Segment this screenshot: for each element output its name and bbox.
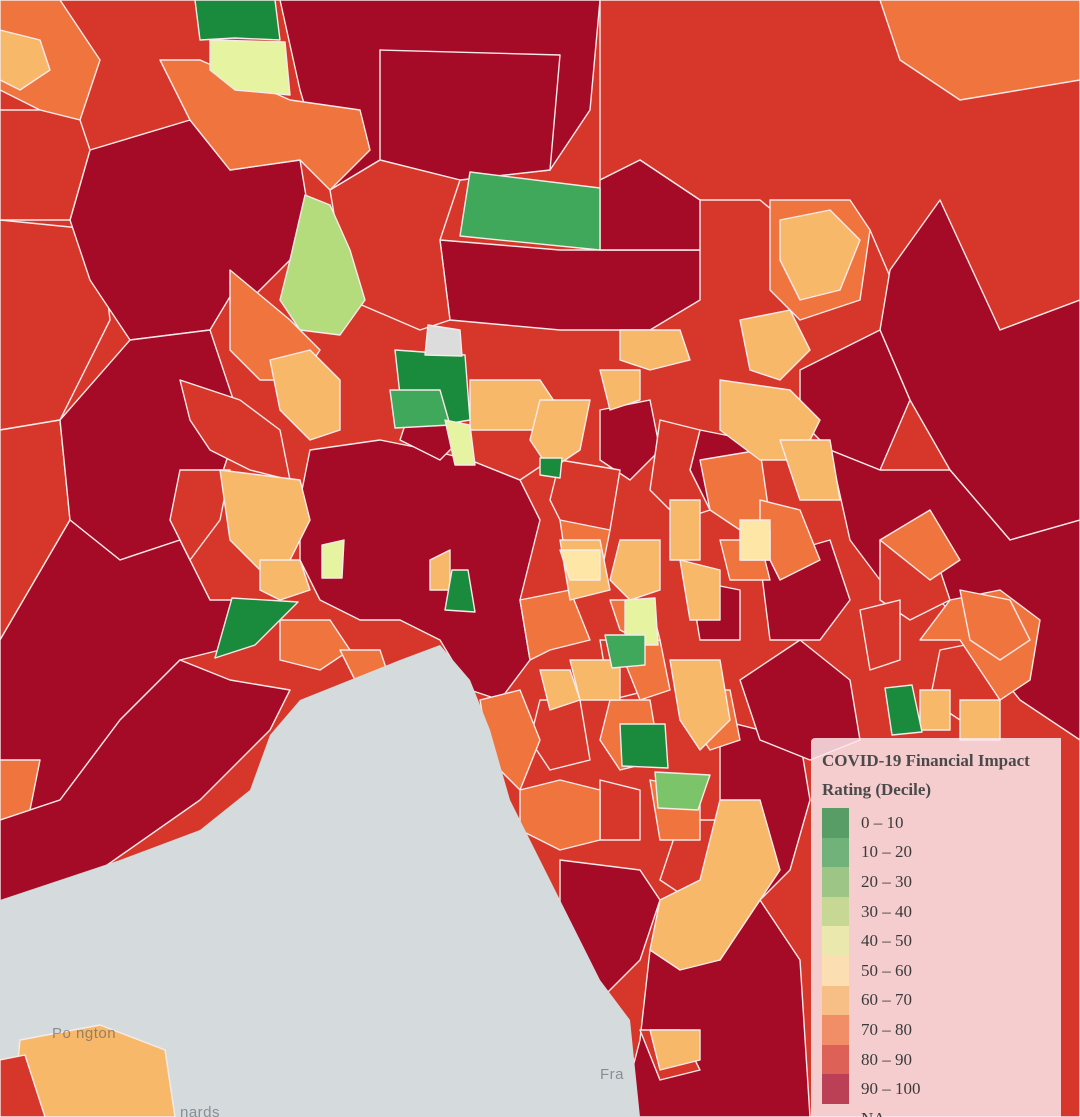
- map-legend: COVID-19 Financial Impact Rating (Decile…: [811, 738, 1061, 1117]
- suburb-region[interactable]: [649, 799, 781, 971]
- legend-item: 80 – 90: [822, 1044, 1051, 1075]
- suburb-region[interactable]: [599, 779, 641, 841]
- legend-title: COVID-19 Financial Impact Rating (Decile…: [822, 751, 1030, 799]
- legend-items: 0 – 10 10 – 20 20 – 30 30 – 40 40 – 50 50 – 6…: [822, 808, 1051, 1117]
- suburb-region[interactable]: [379, 49, 561, 181]
- legend-item: 40 – 50: [822, 926, 1051, 956]
- legend-label: 50 – 60: [861, 960, 912, 980]
- suburb-region[interactable]: [604, 634, 646, 669]
- suburb-region[interactable]: [624, 597, 659, 646]
- legend-label: 10 – 20: [861, 842, 912, 862]
- suburb-region[interactable]: [194, 0, 281, 41]
- suburb-region[interactable]: [649, 1029, 701, 1071]
- suburb-region[interactable]: [859, 599, 901, 671]
- suburb-region[interactable]: [279, 619, 351, 671]
- suburb-region[interactable]: [259, 559, 311, 601]
- legend-label: 0 – 10: [861, 812, 904, 832]
- suburb-region[interactable]: [959, 589, 1031, 661]
- suburb-region[interactable]: [669, 659, 731, 751]
- legend-swatch: [822, 867, 849, 897]
- suburb-region[interactable]: [269, 349, 341, 441]
- suburb-region[interactable]: [0, 29, 51, 91]
- legend-label: NA: [861, 1109, 886, 1117]
- legend-swatch: [822, 1074, 849, 1104]
- legend-item: 90 – 100: [822, 1074, 1051, 1104]
- legend-label: 90 – 100: [861, 1079, 921, 1099]
- suburb-region[interactable]: [599, 399, 661, 481]
- suburb-region[interactable]: [779, 439, 841, 501]
- suburb-region[interactable]: [879, 509, 961, 581]
- basemap-label-frankston: Fra: [600, 1066, 624, 1083]
- legend-label: 60 – 70: [861, 990, 912, 1010]
- suburb-region[interactable]: [459, 171, 601, 251]
- suburb-region[interactable]: [539, 457, 563, 479]
- suburb-region[interactable]: [669, 499, 701, 561]
- legend-item: 30 – 40: [822, 896, 1051, 927]
- suburb-region[interactable]: [654, 771, 711, 811]
- legend-item: 20 – 30: [822, 867, 1051, 897]
- legend-label: 80 – 90: [861, 1049, 912, 1069]
- suburb-region[interactable]: [619, 329, 691, 371]
- suburb-region[interactable]: [539, 669, 581, 711]
- suburb-region[interactable]: [0, 759, 41, 821]
- suburb-region[interactable]: [569, 659, 621, 701]
- legend-label: 20 – 30: [861, 871, 912, 891]
- suburb-region[interactable]: [739, 309, 811, 381]
- suburb-region[interactable]: [609, 539, 661, 601]
- legend-item: NA: [822, 1104, 1051, 1117]
- basemap-label-st-leonards: nards: [180, 1104, 221, 1117]
- suburb-region[interactable]: [599, 369, 641, 411]
- suburb-region[interactable]: [424, 324, 463, 357]
- suburb-region[interactable]: [444, 419, 476, 466]
- legend-label: 30 – 40: [861, 901, 912, 921]
- suburb-region[interactable]: [959, 699, 1001, 741]
- suburb-region[interactable]: [739, 519, 771, 561]
- suburb-region[interactable]: [209, 39, 291, 96]
- legend-item: 10 – 20: [822, 837, 1051, 868]
- suburb-region[interactable]: [519, 589, 591, 661]
- legend-label: 40 – 50: [861, 931, 912, 951]
- suburb-region[interactable]: [179, 379, 291, 481]
- suburb-region[interactable]: [321, 539, 345, 579]
- legend-swatch: [822, 1044, 849, 1075]
- suburb-region[interactable]: [879, 0, 1080, 101]
- suburb-region[interactable]: [0, 1054, 46, 1117]
- legend-item: 0 – 10: [822, 808, 1051, 838]
- legend-swatch: [822, 926, 849, 956]
- legend-swatch: [822, 955, 849, 986]
- basemap-label-portarlington: Po ngton: [52, 1025, 117, 1042]
- suburb-region[interactable]: [919, 689, 951, 731]
- suburb-region[interactable]: [444, 569, 476, 613]
- suburb-region[interactable]: [679, 559, 721, 621]
- suburb-region[interactable]: [619, 723, 669, 769]
- suburb-region[interactable]: [779, 209, 861, 301]
- suburb-region[interactable]: [214, 597, 299, 659]
- suburb-region[interactable]: [389, 389, 451, 429]
- legend-label: 70 – 80: [861, 1019, 912, 1039]
- suburb-region[interactable]: [439, 239, 701, 331]
- suburb-region[interactable]: [279, 194, 366, 336]
- legend-swatch: [822, 808, 849, 838]
- legend-swatch: [822, 985, 849, 1016]
- suburb-region[interactable]: [529, 399, 591, 471]
- legend-item: 50 – 60: [822, 955, 1051, 986]
- legend-swatch: [822, 1015, 849, 1045]
- legend-item: 60 – 70: [822, 985, 1051, 1016]
- legend-item: 70 – 80: [822, 1015, 1051, 1045]
- legend-swatch: [822, 896, 849, 927]
- legend-swatch: [822, 837, 849, 868]
- suburb-region[interactable]: [559, 549, 601, 581]
- suburb-region[interactable]: [884, 684, 923, 736]
- suburb-region[interactable]: [0, 109, 91, 221]
- bay-water: [0, 645, 640, 1117]
